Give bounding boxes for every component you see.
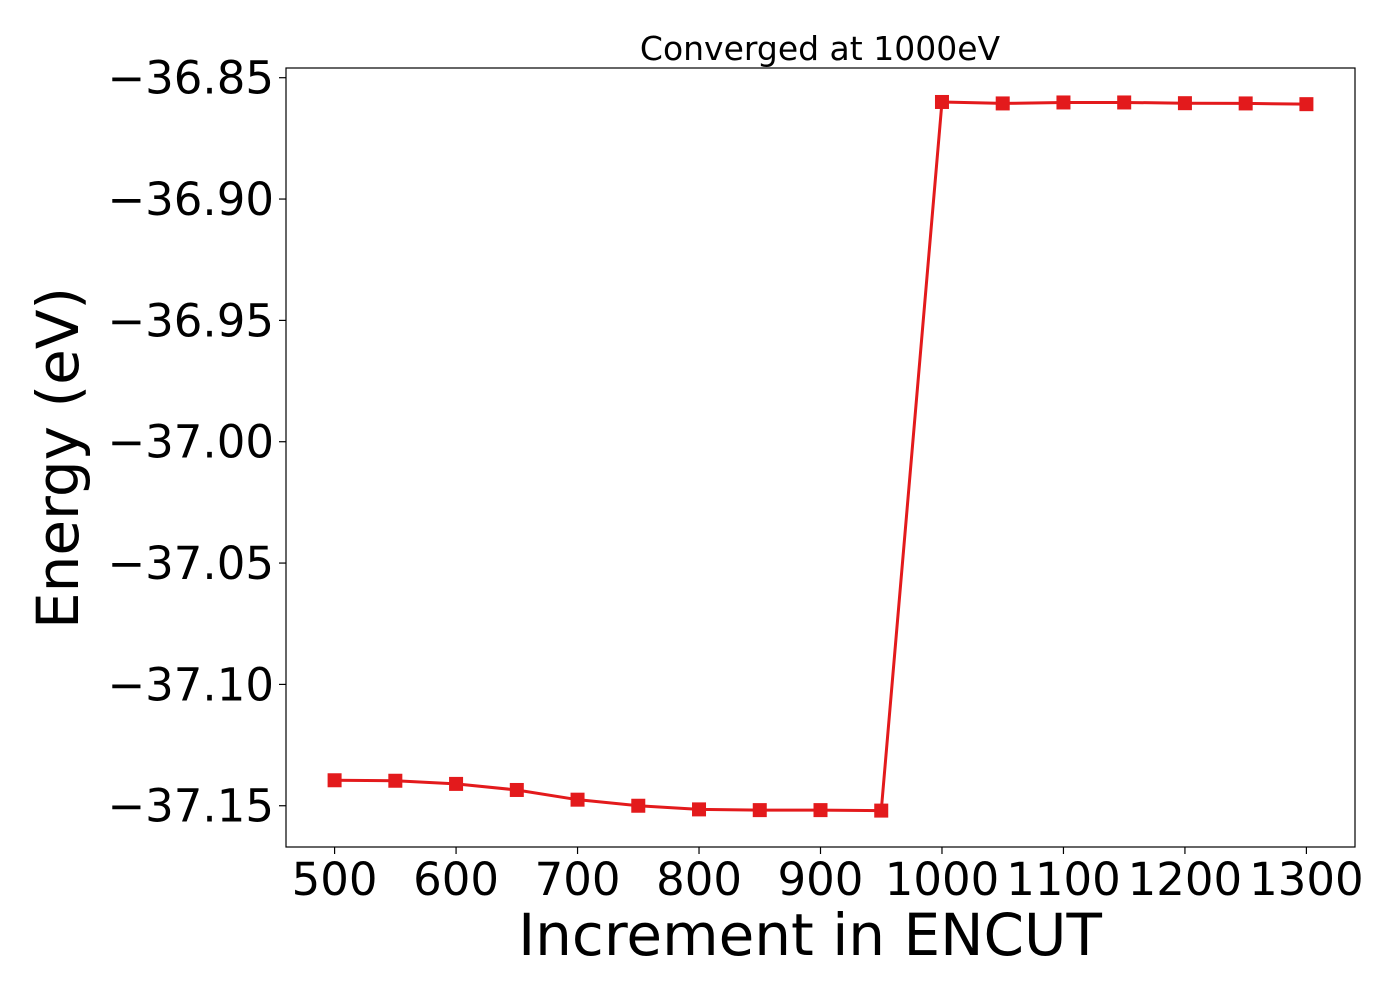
x-tick-label: 700 — [535, 853, 621, 906]
y-axis: −36.85 −36.90 −36.95 −37.00 −37.05 −37.10 −37.… — [107, 52, 286, 833]
data-point-marker — [1238, 96, 1253, 111]
data-point-marker — [874, 803, 889, 818]
x-tick-label: 1000 — [885, 853, 1000, 906]
y-axis-label: Energy (eV) — [24, 287, 92, 629]
data-point-marker — [449, 776, 464, 791]
series-line — [334, 100, 1307, 813]
data-point-marker — [752, 803, 767, 818]
data-point-marker — [509, 782, 524, 797]
x-tick-label: 900 — [778, 853, 864, 906]
y-tick-label: −37.15 — [107, 780, 274, 833]
plot-area — [285, 67, 1356, 848]
chart-title: Converged at 1000eV — [640, 29, 1001, 68]
data-point-marker — [934, 94, 949, 109]
data-point-marker — [1299, 97, 1314, 112]
y-tick-label: −36.90 — [107, 173, 274, 226]
y-tick-label: −36.95 — [107, 294, 274, 347]
y-tick-label: −37.05 — [107, 537, 274, 590]
y-tick-label: −37.10 — [107, 658, 274, 711]
data-point-marker — [631, 798, 646, 813]
x-tick-label: 600 — [413, 853, 499, 906]
x-tick-label: 500 — [292, 853, 378, 906]
y-tick-label: −36.85 — [107, 52, 274, 105]
series-layer — [327, 94, 1314, 818]
x-tick-label: 1300 — [1249, 853, 1364, 906]
x-axis-label: Increment in ENCUT — [518, 901, 1102, 969]
y-tick-label: −37.00 — [107, 416, 274, 469]
data-point-marker — [995, 96, 1010, 111]
data-point-marker — [1177, 96, 1192, 111]
data-point-marker — [813, 803, 828, 818]
data-point-marker — [570, 792, 585, 807]
x-tick-label: 1100 — [1006, 853, 1121, 906]
data-point-marker — [1056, 95, 1071, 110]
x-tick-label: 1200 — [1128, 853, 1243, 906]
plot-frame — [285, 67, 1356, 848]
x-axis: 500 600 700 800 900 1000 1100 1200 1300 — [292, 847, 1364, 906]
data-point-marker — [327, 773, 342, 788]
data-point-marker — [388, 773, 403, 788]
data-point-marker — [1117, 95, 1132, 110]
x-tick-label: 800 — [656, 853, 742, 906]
data-point-marker — [692, 802, 707, 817]
